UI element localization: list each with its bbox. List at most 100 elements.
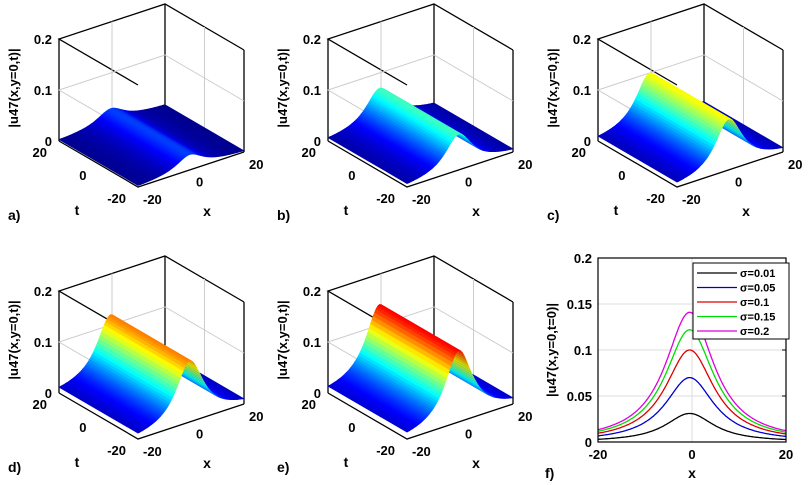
panel-label: a) [8, 207, 20, 223]
x-tick-label: -20 [682, 192, 701, 207]
axes-front-edges [58, 140, 245, 188]
t-tick-label: -20 [376, 191, 395, 206]
t-tick-label: 20 [302, 397, 316, 412]
axes-box-top [326, 255, 514, 338]
z-axis-label: |u47(x,y=0,t)| [6, 48, 21, 127]
surface-strip [327, 136, 409, 184]
z-tick-label: 0 [45, 386, 52, 401]
t-axis-label: t [344, 202, 349, 218]
legend-label: σ=0.15 [740, 312, 775, 324]
panel-label: e) [277, 459, 289, 475]
z-tick-label: 0 [584, 134, 591, 149]
panel-label: b) [277, 207, 290, 223]
t-tick-label: -20 [107, 191, 126, 206]
x-tick-label: 20 [518, 157, 532, 172]
z-tick-label: 0.1 [34, 83, 52, 98]
y-tick-label: 0.2 [574, 251, 592, 266]
line-plot-f: 00.050.10.150.2-20 0 20x|u47(x,y=0,t=0)|f)… [544, 251, 793, 481]
panel-label: c) [547, 207, 559, 223]
t-tick-label: 20 [33, 145, 47, 160]
x-axis-label: x [203, 203, 211, 219]
y-axis-label: |u47(x,y=0,t=0)| [544, 303, 559, 397]
z-tick-label: 0.1 [303, 83, 321, 98]
x-tick-label: 0 [735, 175, 742, 190]
z-tick-label: 0.2 [34, 284, 52, 299]
x-axis-label: x [203, 455, 211, 471]
series-line [597, 311, 787, 432]
x-tick-label: -20 [589, 447, 608, 462]
t-tick-label: -20 [646, 191, 665, 206]
panel-label: d) [8, 459, 21, 475]
t-tick-label: -20 [107, 443, 126, 458]
x-tick-label: -20 [143, 192, 162, 207]
x-tick-label: 20 [249, 157, 263, 172]
x-tick-label: -20 [143, 444, 162, 459]
surface-strip [58, 386, 140, 434]
x-tick-label: 20 [788, 157, 802, 172]
x-tick-label: 0 [196, 427, 203, 442]
z-tick-label: 0 [314, 134, 321, 149]
series-line [597, 412, 786, 441]
surface-strip [597, 135, 679, 183]
y-tick-label: 0.15 [567, 297, 592, 312]
z-tick-label: 0.2 [303, 284, 321, 299]
t-axis-label: t [614, 202, 619, 218]
series-line [597, 329, 787, 433]
z-tick-label: 0 [314, 386, 321, 401]
y-tick-label: 0.1 [574, 343, 592, 358]
x-tick-label: 20 [518, 409, 532, 424]
z-tick-label: 0.2 [303, 32, 321, 47]
z-tick-label: 0.1 [303, 335, 321, 350]
z-tick-label: 0 [45, 134, 52, 149]
series-line [597, 349, 787, 435]
surface-strip [58, 138, 140, 186]
x-axis-label: x [472, 455, 480, 471]
panel-label: f) [545, 465, 554, 481]
t-axis-label: t [75, 454, 80, 470]
z-axis-label: |u47(x,y=0,t)| [6, 300, 21, 379]
t-tick-label: 20 [302, 145, 316, 160]
y-tick-label: 0 [585, 435, 592, 450]
z-axis-label: |u47(x,y=0,t)| [275, 300, 290, 379]
t-tick-label: 0 [79, 420, 86, 435]
t-tick-label: 0 [79, 168, 86, 183]
axes-front-edges [597, 140, 784, 188]
t-axis-label: t [344, 454, 349, 470]
x-tick-label: -20 [412, 444, 431, 459]
legend-label: σ=0.05 [740, 283, 775, 295]
t-tick-label: -20 [376, 443, 395, 458]
axes-box-top [57, 255, 245, 338]
t-tick-label: 20 [572, 145, 586, 160]
legend-label: σ=0.01 [740, 268, 775, 280]
z-axis-label: |u47(x,y=0,t)| [545, 48, 560, 127]
axes-box-top [57, 3, 245, 86]
z-tick-label: 0.1 [573, 83, 591, 98]
x-axis-label: x [472, 203, 480, 219]
axes-box-top [596, 3, 784, 86]
x-tick-label: -20 [412, 192, 431, 207]
series-line [597, 376, 787, 438]
t-tick-label: 0 [348, 168, 355, 183]
x-axis-label: x [742, 203, 750, 219]
legend-label: σ=0.2 [740, 326, 769, 338]
legend: σ=0.01 σ=0.05 σ=0.1 σ=0.15 σ=0.2 [692, 262, 790, 340]
x-tick-label: 0 [465, 427, 472, 442]
z-tick-label: 0.1 [34, 335, 52, 350]
x-tick-label: 20 [779, 447, 793, 462]
x-tick-label: 0 [688, 447, 695, 462]
surface-shade [146, 109, 227, 156]
axes-front-edges [327, 392, 514, 440]
surface-shade [143, 109, 225, 156]
t-axis-label: t [75, 202, 80, 218]
x-tick-label: 20 [249, 409, 263, 424]
legend-label: σ=0.1 [740, 297, 769, 309]
surface-strip [327, 385, 409, 433]
t-tick-label: 20 [33, 397, 47, 412]
surface-shade [139, 110, 221, 157]
y-tick-label: 0.05 [567, 389, 592, 404]
